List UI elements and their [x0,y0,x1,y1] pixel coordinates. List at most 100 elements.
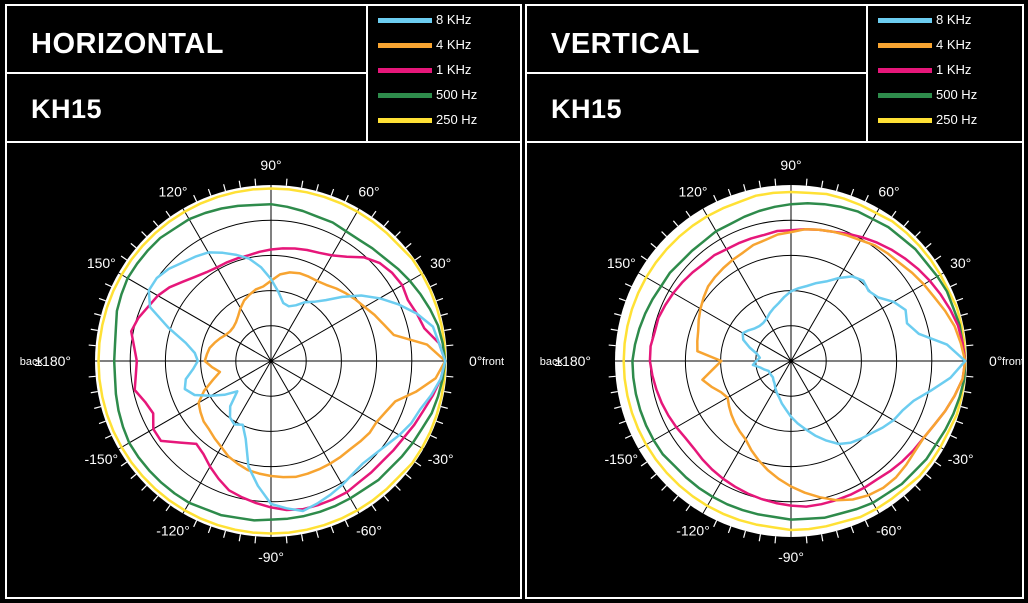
angle-label: 150° [607,255,636,271]
angle-label: -150° [84,451,118,467]
angle-tick [315,184,319,192]
angle-tick [207,188,212,196]
angle-tick [152,220,159,227]
angle-tick [624,434,632,439]
angle-label: -90° [258,549,284,565]
angle-tick [805,178,808,186]
angle-label: -30° [428,451,454,467]
angle-tick [193,194,198,202]
angle-tick [88,344,96,347]
polar-plot: 0° 30° 60° 90° 120° 150° ±180° -150° -120° -90° -6… [20,157,504,565]
angle-tick [672,220,679,227]
angle-tick [104,283,112,288]
angle-tick [610,390,618,394]
angle-tick [672,495,679,502]
angle-tick [903,495,910,502]
angle-tick [835,184,839,192]
angle-tick [966,344,974,347]
angle-tick [165,504,171,512]
angle-tick [414,461,422,467]
angle-tick [640,461,648,467]
angle-tick [956,420,964,425]
angle-tick [446,344,454,347]
angle-tick [964,328,972,332]
angle-tick [104,434,112,439]
angle-tick [414,255,422,261]
series-line [631,202,967,521]
angle-tick [98,297,106,302]
angle-tick [94,313,102,317]
angle-label: 150° [87,255,116,271]
angle-tick [120,461,128,467]
angle-label: 30° [950,255,971,271]
angle-tick [820,534,824,542]
angle-tick [618,420,626,425]
series-line [197,271,447,479]
legend-label: 1 KHz [936,62,972,77]
angle-tick [934,461,942,467]
angle-tick [254,178,257,186]
subtitle-cell: KH15 [5,72,368,143]
angle-tick [610,328,618,332]
plot-area: 0° 30° 60° 90° 120° 150° ±180° -150° -120° -90° -6… [5,141,522,599]
angle-tick [440,405,448,409]
polar-plot: 0° 30° 60° 90° 120° 150° ±180° -150° -120° -90° -6… [540,157,1022,565]
angle-tick [713,194,718,202]
angle-tick [371,210,377,218]
legend-label: 250 Hz [936,112,978,127]
legend-label: 250 Hz [436,112,478,127]
angle-tick [618,297,626,302]
angle-tick [330,526,335,534]
chart-subtitle: KH15 [31,94,103,124]
angle-tick [444,328,452,332]
series-line [648,228,967,508]
angle-label: 30° [430,255,451,271]
legend-swatch [378,68,432,73]
angle-label: -60° [356,523,382,539]
legend-swatch [878,68,932,73]
angle-label: 120° [679,183,708,199]
back-label: back [540,356,564,368]
angle-tick [758,180,762,188]
angle-tick [743,184,747,192]
angle-tick [661,485,667,491]
angle-label: -30° [948,451,974,467]
angle-tick [903,220,910,227]
angle-tick [285,178,288,186]
angle-tick [130,473,137,480]
angle-tick [440,313,448,317]
angle-tick [835,530,839,538]
chart-title: HORIZONTAL [31,28,224,60]
legend-swatch [878,18,932,23]
angle-tick [371,504,377,512]
angle-tick [90,328,98,332]
legend-label: 500 Hz [436,87,478,102]
angle-tick [624,283,632,288]
angle-tick [650,242,657,249]
angle-label: 60° [358,183,379,199]
angle-label: -120° [156,523,190,539]
angle-tick [285,536,288,544]
angle-tick [743,530,747,538]
angle-tick [165,210,171,218]
grid-spoke [118,272,424,450]
angle-tick [850,526,855,534]
legend-label: 4 KHz [436,37,472,52]
angle-label: 90° [780,157,801,173]
angle-tick [141,231,147,237]
angle-tick [383,220,390,227]
angle-tick [864,520,869,528]
title-cell: VERTICAL [525,4,868,74]
angle-label: -150° [604,451,638,467]
angle-tick [207,526,212,534]
angle-tick [152,495,159,502]
angle-tick [300,534,304,542]
legend-swatch [878,118,932,123]
angle-tick [254,536,257,544]
angle-tick [950,283,958,288]
angle-tick [330,188,335,196]
angle-tick [446,375,454,378]
chart-title: VERTICAL [551,28,700,60]
angle-tick [850,188,855,196]
angle-tick [758,534,762,542]
